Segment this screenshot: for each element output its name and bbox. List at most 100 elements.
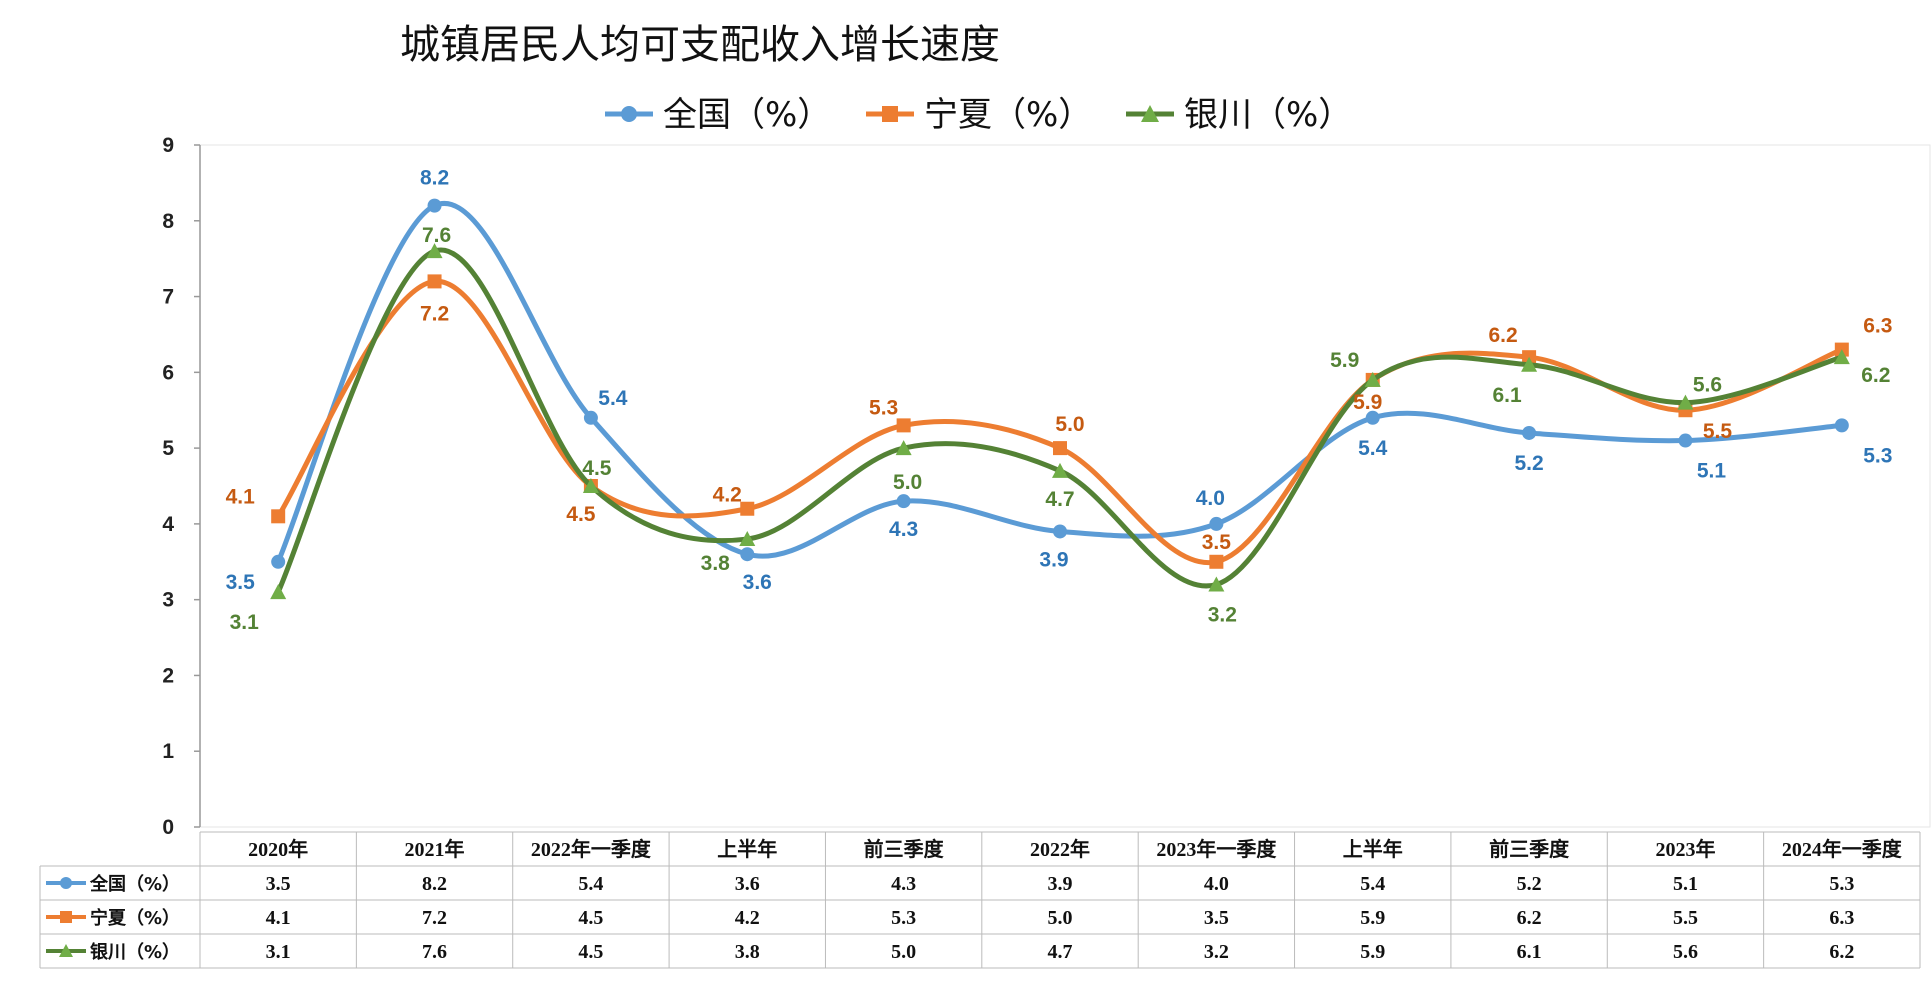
table-cell: 4.1 xyxy=(266,907,291,929)
table-cell: 6.2 xyxy=(1517,907,1542,929)
data-label: 5.4 xyxy=(598,387,628,410)
table-row-label: 银川（%） xyxy=(90,941,180,963)
table-cell: 5.4 xyxy=(1360,873,1385,895)
table-cell: 4.5 xyxy=(578,907,603,929)
data-point xyxy=(427,274,442,289)
data-point xyxy=(1678,433,1693,448)
data-point xyxy=(427,198,442,213)
x-tick-label: 上半年 xyxy=(717,837,777,861)
legend-marker xyxy=(621,106,637,122)
x-tick-label: 2022年一季度 xyxy=(531,837,652,861)
legend-label: 宁夏（%） xyxy=(924,95,1092,135)
data-label: 6.3 xyxy=(1863,315,1892,338)
data-point xyxy=(271,509,286,524)
data-point xyxy=(1053,524,1067,539)
table-cell: 5.9 xyxy=(1360,907,1385,929)
x-tick-label: 前三季度 xyxy=(1489,837,1570,861)
data-label: 5.4 xyxy=(1358,437,1388,460)
data-point xyxy=(1834,418,1849,433)
data-label: 5.0 xyxy=(1055,413,1084,436)
data-label: 5.3 xyxy=(1863,444,1892,467)
data-label: 5.2 xyxy=(1514,452,1543,475)
data-label: 7.6 xyxy=(422,224,451,247)
x-tick-label: 2024年一季度 xyxy=(1782,837,1903,861)
table-cell: 6.2 xyxy=(1829,941,1854,963)
data-point xyxy=(896,494,911,509)
legend-marker xyxy=(882,106,898,122)
data-point xyxy=(1209,516,1224,531)
data-label: 3.6 xyxy=(743,571,772,594)
data-point xyxy=(895,440,912,456)
table-cell: 3.5 xyxy=(1204,907,1229,929)
data-label: 6.2 xyxy=(1488,324,1517,347)
legend-item: 银川（%） xyxy=(1126,95,1352,135)
data-point xyxy=(1053,441,1067,456)
data-label: 4.0 xyxy=(1196,487,1225,510)
table-cell: 3.8 xyxy=(735,941,760,963)
table-cell: 7.6 xyxy=(422,941,447,963)
y-tick-label: 0 xyxy=(162,816,174,839)
table-row: 宁夏（%） 4.1 7.2 4.5 4.2 5.3 5.0 3.5 5.9 6.2 5.5 6.3 xyxy=(46,907,1854,929)
y-tick-label: 3 xyxy=(162,589,174,612)
table-cell: 3.6 xyxy=(735,873,760,895)
data-point xyxy=(740,547,755,562)
data-point xyxy=(1521,356,1538,372)
y-tick-label: 1 xyxy=(162,740,174,763)
data-label: 3.5 xyxy=(226,571,256,594)
table-row: 全国（%） 3.5 8.2 5.4 3.6 4.3 3.9 4.0 5.4 5.2 5.1 5.3 xyxy=(46,873,1854,895)
y-tick-label: 5 xyxy=(162,437,174,460)
data-label: 5.9 xyxy=(1330,349,1359,372)
data-point xyxy=(739,531,756,547)
legend: 全国（%） 宁夏（%） 银川（%） xyxy=(605,95,1352,135)
data-label: 4.2 xyxy=(713,484,742,507)
table-cell: 5.2 xyxy=(1517,873,1542,895)
series-line-national xyxy=(275,200,1845,565)
y-tick-label: 6 xyxy=(162,361,174,384)
data-table: 2020年 2021年 2022年一季度 上半年 前三季度 2022年 2023年一季度 上半… xyxy=(39,831,1921,969)
table-cell: 3.9 xyxy=(1048,873,1073,895)
legend-label: 银川（%） xyxy=(1184,95,1352,135)
data-label: 6.1 xyxy=(1492,384,1522,407)
data-labels: 3.5 8.2 5.4 3.6 4.3 3.9 4.0 5.4 5.2 5.1 5.3 4.1 7.2 4… xyxy=(226,167,1893,634)
data-point xyxy=(740,501,755,516)
data-point xyxy=(896,418,911,433)
y-tick-label: 2 xyxy=(162,664,174,687)
x-tick-label: 2023年一季度 xyxy=(1156,837,1277,861)
data-label: 4.3 xyxy=(889,518,918,541)
table-cell: 4.5 xyxy=(578,941,603,963)
data-point xyxy=(426,243,443,259)
legend-item: 全国（%） xyxy=(605,95,831,135)
table-cell: 5.6 xyxy=(1673,941,1698,963)
data-point xyxy=(1364,371,1381,387)
data-point xyxy=(1052,462,1068,478)
table-cell: 4.2 xyxy=(735,907,760,929)
table-cell: 5.5 xyxy=(1673,907,1698,929)
x-tick-label: 前三季度 xyxy=(864,837,945,861)
table-cell: 6.1 xyxy=(1517,941,1542,963)
data-point xyxy=(1522,425,1537,440)
table-cell: 5.3 xyxy=(1829,873,1854,895)
table-cell: 5.3 xyxy=(891,907,916,929)
data-label: 5.0 xyxy=(893,471,922,494)
data-label: 4.5 xyxy=(566,503,596,526)
data-label: 5.9 xyxy=(1353,391,1382,414)
table-cell: 5.1 xyxy=(1673,873,1698,895)
x-tick-label: 2021年 xyxy=(405,837,465,861)
table-row: 银川（%） 3.1 7.6 4.5 3.8 5.0 4.7 3.2 5.9 6.1 5.6 6.2 xyxy=(46,941,1854,963)
data-point xyxy=(583,410,598,425)
chart-title: 城镇居民人均可支配收入增长速度 xyxy=(400,22,1000,68)
x-tick-label: 2023年 xyxy=(1655,837,1715,861)
data-point xyxy=(1365,410,1380,425)
legend-marker xyxy=(1141,105,1159,122)
data-label: 4.1 xyxy=(226,485,256,508)
data-label: 3.5 xyxy=(1202,531,1232,554)
data-label: 8.2 xyxy=(420,167,449,190)
table-cell: 4.3 xyxy=(891,873,916,895)
table-cell: 4.7 xyxy=(1048,941,1073,963)
table-cell: 7.2 xyxy=(422,907,447,929)
table-cell: 5.4 xyxy=(578,873,603,895)
legend-item: 宁夏（%） xyxy=(866,95,1092,135)
table-cell: 3.1 xyxy=(266,941,291,963)
data-label: 3.1 xyxy=(230,611,260,634)
